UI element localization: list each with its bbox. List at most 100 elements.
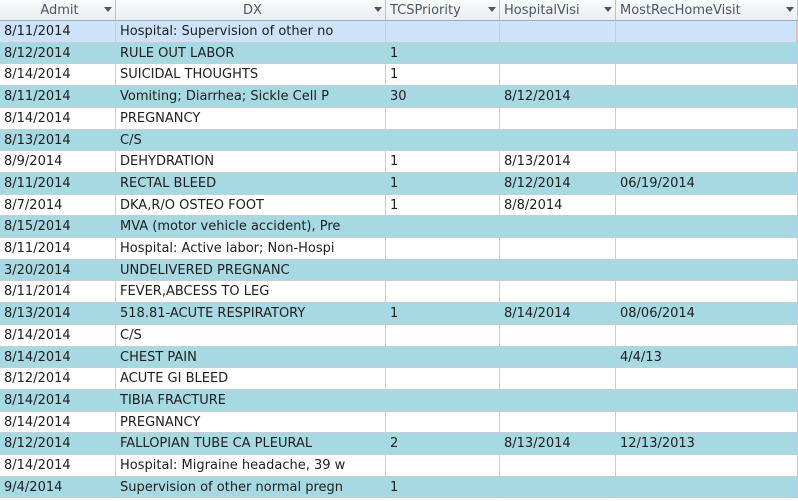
admit-cell[interactable]: 8/13/2014 xyxy=(0,303,116,325)
hospital-visit-cell[interactable] xyxy=(500,477,616,498)
filter-dropdown-icon[interactable] xyxy=(374,7,382,12)
table-row[interactable]: 8/14/2014 TIBIA FRACTURE xyxy=(0,390,798,412)
filter-dropdown-icon[interactable] xyxy=(488,7,496,12)
hospital-visit-cell[interactable] xyxy=(500,368,616,390)
admit-cell[interactable]: 8/11/2014 xyxy=(0,86,116,108)
hospital-visit-cell[interactable] xyxy=(500,325,616,347)
dx-cell[interactable]: DKA,R/O OSTEO FOOT xyxy=(116,195,386,216)
admit-cell[interactable]: 8/14/2014 xyxy=(0,455,116,477)
hospital-visit-cell[interactable] xyxy=(500,390,616,412)
dx-cell[interactable]: Vomiting; Diarrhea; Sickle Cell P xyxy=(116,86,386,108)
admit-cell[interactable]: 8/15/2014 xyxy=(0,216,116,238)
home-visit-cell[interactable] xyxy=(616,151,798,173)
dx-cell[interactable]: DEHYDRATION xyxy=(116,151,386,173)
admit-cell[interactable]: 8/12/2014 xyxy=(0,43,116,64)
table-row[interactable]: 8/11/2014 FEVER,ABCESS TO LEG xyxy=(0,281,798,303)
dx-cell[interactable]: Hospital: Supervision of other no xyxy=(116,21,386,43)
admit-cell[interactable]: 8/7/2014 xyxy=(0,195,116,216)
dx-cell[interactable]: ACUTE GI BLEED xyxy=(116,368,386,390)
dx-cell[interactable]: Supervision of other normal pregn xyxy=(116,477,386,498)
admit-cell[interactable]: 8/13/2014 xyxy=(0,130,116,151)
home-visit-cell[interactable] xyxy=(616,43,798,64)
dx-cell[interactable]: RECTAL BLEED xyxy=(116,173,386,195)
dx-cell[interactable]: C/S xyxy=(116,325,386,347)
tcs-priority-cell[interactable] xyxy=(386,130,500,151)
table-row[interactable]: 8/13/2014 518.81-ACUTE RESPIRATORY 1 8/14/2… xyxy=(0,303,798,325)
table-row[interactable]: 8/15/2014 MVA (motor vehicle accident), P… xyxy=(0,216,798,238)
home-visit-cell[interactable] xyxy=(616,455,798,477)
column-header-dx[interactable]: DX xyxy=(116,0,386,21)
table-row[interactable]: 8/14/2014 SUICIDAL THOUGHTS 1 xyxy=(0,64,798,86)
dx-cell[interactable]: CHEST PAIN xyxy=(116,347,386,368)
dx-cell[interactable]: 518.81-ACUTE RESPIRATORY xyxy=(116,303,386,325)
hospital-visit-cell[interactable]: 8/12/2014 xyxy=(500,86,616,108)
home-visit-cell[interactable]: 08/06/2014 xyxy=(616,303,798,325)
tcs-priority-cell[interactable] xyxy=(386,260,500,281)
admit-cell[interactable]: 3/20/2014 xyxy=(0,260,116,281)
table-row[interactable]: 8/12/2014 ACUTE GI BLEED xyxy=(0,368,798,390)
table-row[interactable]: 8/14/2014 C/S xyxy=(0,325,798,347)
home-visit-cell[interactable] xyxy=(616,108,798,130)
home-visit-cell[interactable] xyxy=(616,412,798,433)
tcs-priority-cell[interactable] xyxy=(386,412,500,433)
admit-cell[interactable]: 8/14/2014 xyxy=(0,390,116,412)
column-header-admit[interactable]: Admit xyxy=(0,0,116,21)
dx-cell[interactable]: MVA (motor vehicle accident), Pre xyxy=(116,216,386,238)
home-visit-cell[interactable] xyxy=(616,238,798,260)
column-header-tcspriority[interactable]: TCSPriority xyxy=(386,0,500,21)
hospital-visit-cell[interactable] xyxy=(500,412,616,433)
hospital-visit-cell[interactable] xyxy=(500,455,616,477)
admit-cell[interactable]: 8/11/2014 xyxy=(0,173,116,195)
table-row[interactable]: 8/11/2014 Vomiting; Diarrhea; Sickle Cell… xyxy=(0,86,798,108)
table-row[interactable]: 8/12/2014 FALLOPIAN TUBE CA PLEURAL 2 8/13/… xyxy=(0,433,798,455)
home-visit-cell[interactable] xyxy=(616,281,798,303)
tcs-priority-cell[interactable] xyxy=(386,368,500,390)
admit-cell[interactable]: 8/9/2014 xyxy=(0,151,116,173)
admit-cell[interactable]: 8/12/2014 xyxy=(0,368,116,390)
table-row[interactable]: 8/7/2014 DKA,R/O OSTEO FOOT 1 8/8/2014 xyxy=(0,195,798,216)
tcs-priority-cell[interactable] xyxy=(386,216,500,238)
hospital-visit-cell[interactable]: 8/14/2014 xyxy=(500,303,616,325)
table-row[interactable]: 3/20/2014 UNDELIVERED PREGNANC xyxy=(0,260,798,281)
tcs-priority-cell[interactable]: 1 xyxy=(386,43,500,64)
home-visit-cell[interactable] xyxy=(616,390,798,412)
admit-cell[interactable]: 8/11/2014 xyxy=(0,238,116,260)
tcs-priority-cell[interactable] xyxy=(386,238,500,260)
hospital-visit-cell[interactable] xyxy=(500,43,616,64)
home-visit-cell[interactable] xyxy=(616,130,798,151)
admit-cell[interactable]: 9/4/2014 xyxy=(0,477,116,498)
admit-cell[interactable]: 8/14/2014 xyxy=(0,347,116,368)
tcs-priority-cell[interactable] xyxy=(386,108,500,130)
hospital-visit-cell[interactable]: 8/8/2014 xyxy=(500,195,616,216)
admit-cell[interactable]: 8/14/2014 xyxy=(0,325,116,347)
column-header-mostrechomevisit[interactable]: MostRecHomeVisit xyxy=(616,0,798,21)
dx-cell[interactable]: Hospital: Migraine headache, 39 w xyxy=(116,455,386,477)
table-row[interactable]: 8/14/2014 PREGNANCY xyxy=(0,108,798,130)
hospital-visit-cell[interactable] xyxy=(500,281,616,303)
table-row[interactable]: 8/11/2014 RECTAL BLEED 1 8/12/2014 06/19/201… xyxy=(0,173,798,195)
home-visit-cell[interactable]: 12/13/2013 xyxy=(616,433,798,455)
admit-cell[interactable]: 8/14/2014 xyxy=(0,412,116,433)
home-visit-cell[interactable] xyxy=(616,195,798,216)
dx-cell[interactable]: Hospital: Active labor; Non-Hospi xyxy=(116,238,386,260)
admit-cell[interactable]: 8/14/2014 xyxy=(0,64,116,86)
tcs-priority-cell[interactable]: 30 xyxy=(386,86,500,108)
dx-cell[interactable]: UNDELIVERED PREGNANC xyxy=(116,260,386,281)
table-row[interactable]: 8/14/2014 PREGNANCY xyxy=(0,412,798,433)
tcs-priority-cell[interactable] xyxy=(386,21,500,43)
table-row[interactable]: 8/11/2014 Hospital: Supervision of other … xyxy=(0,21,798,43)
tcs-priority-cell[interactable] xyxy=(386,390,500,412)
tcs-priority-cell[interactable]: 1 xyxy=(386,173,500,195)
dx-cell[interactable]: PREGNANCY xyxy=(116,412,386,433)
dx-cell[interactable]: PREGNANCY xyxy=(116,108,386,130)
tcs-priority-cell[interactable] xyxy=(386,281,500,303)
hospital-visit-cell[interactable] xyxy=(500,260,616,281)
admit-cell[interactable]: 8/11/2014 xyxy=(0,21,116,43)
home-visit-cell[interactable] xyxy=(616,260,798,281)
tcs-priority-cell[interactable]: 1 xyxy=(386,151,500,173)
tcs-priority-cell[interactable] xyxy=(386,325,500,347)
tcs-priority-cell[interactable]: 1 xyxy=(386,303,500,325)
hospital-visit-cell[interactable]: 8/13/2014 xyxy=(500,433,616,455)
admit-cell[interactable]: 8/11/2014 xyxy=(0,281,116,303)
